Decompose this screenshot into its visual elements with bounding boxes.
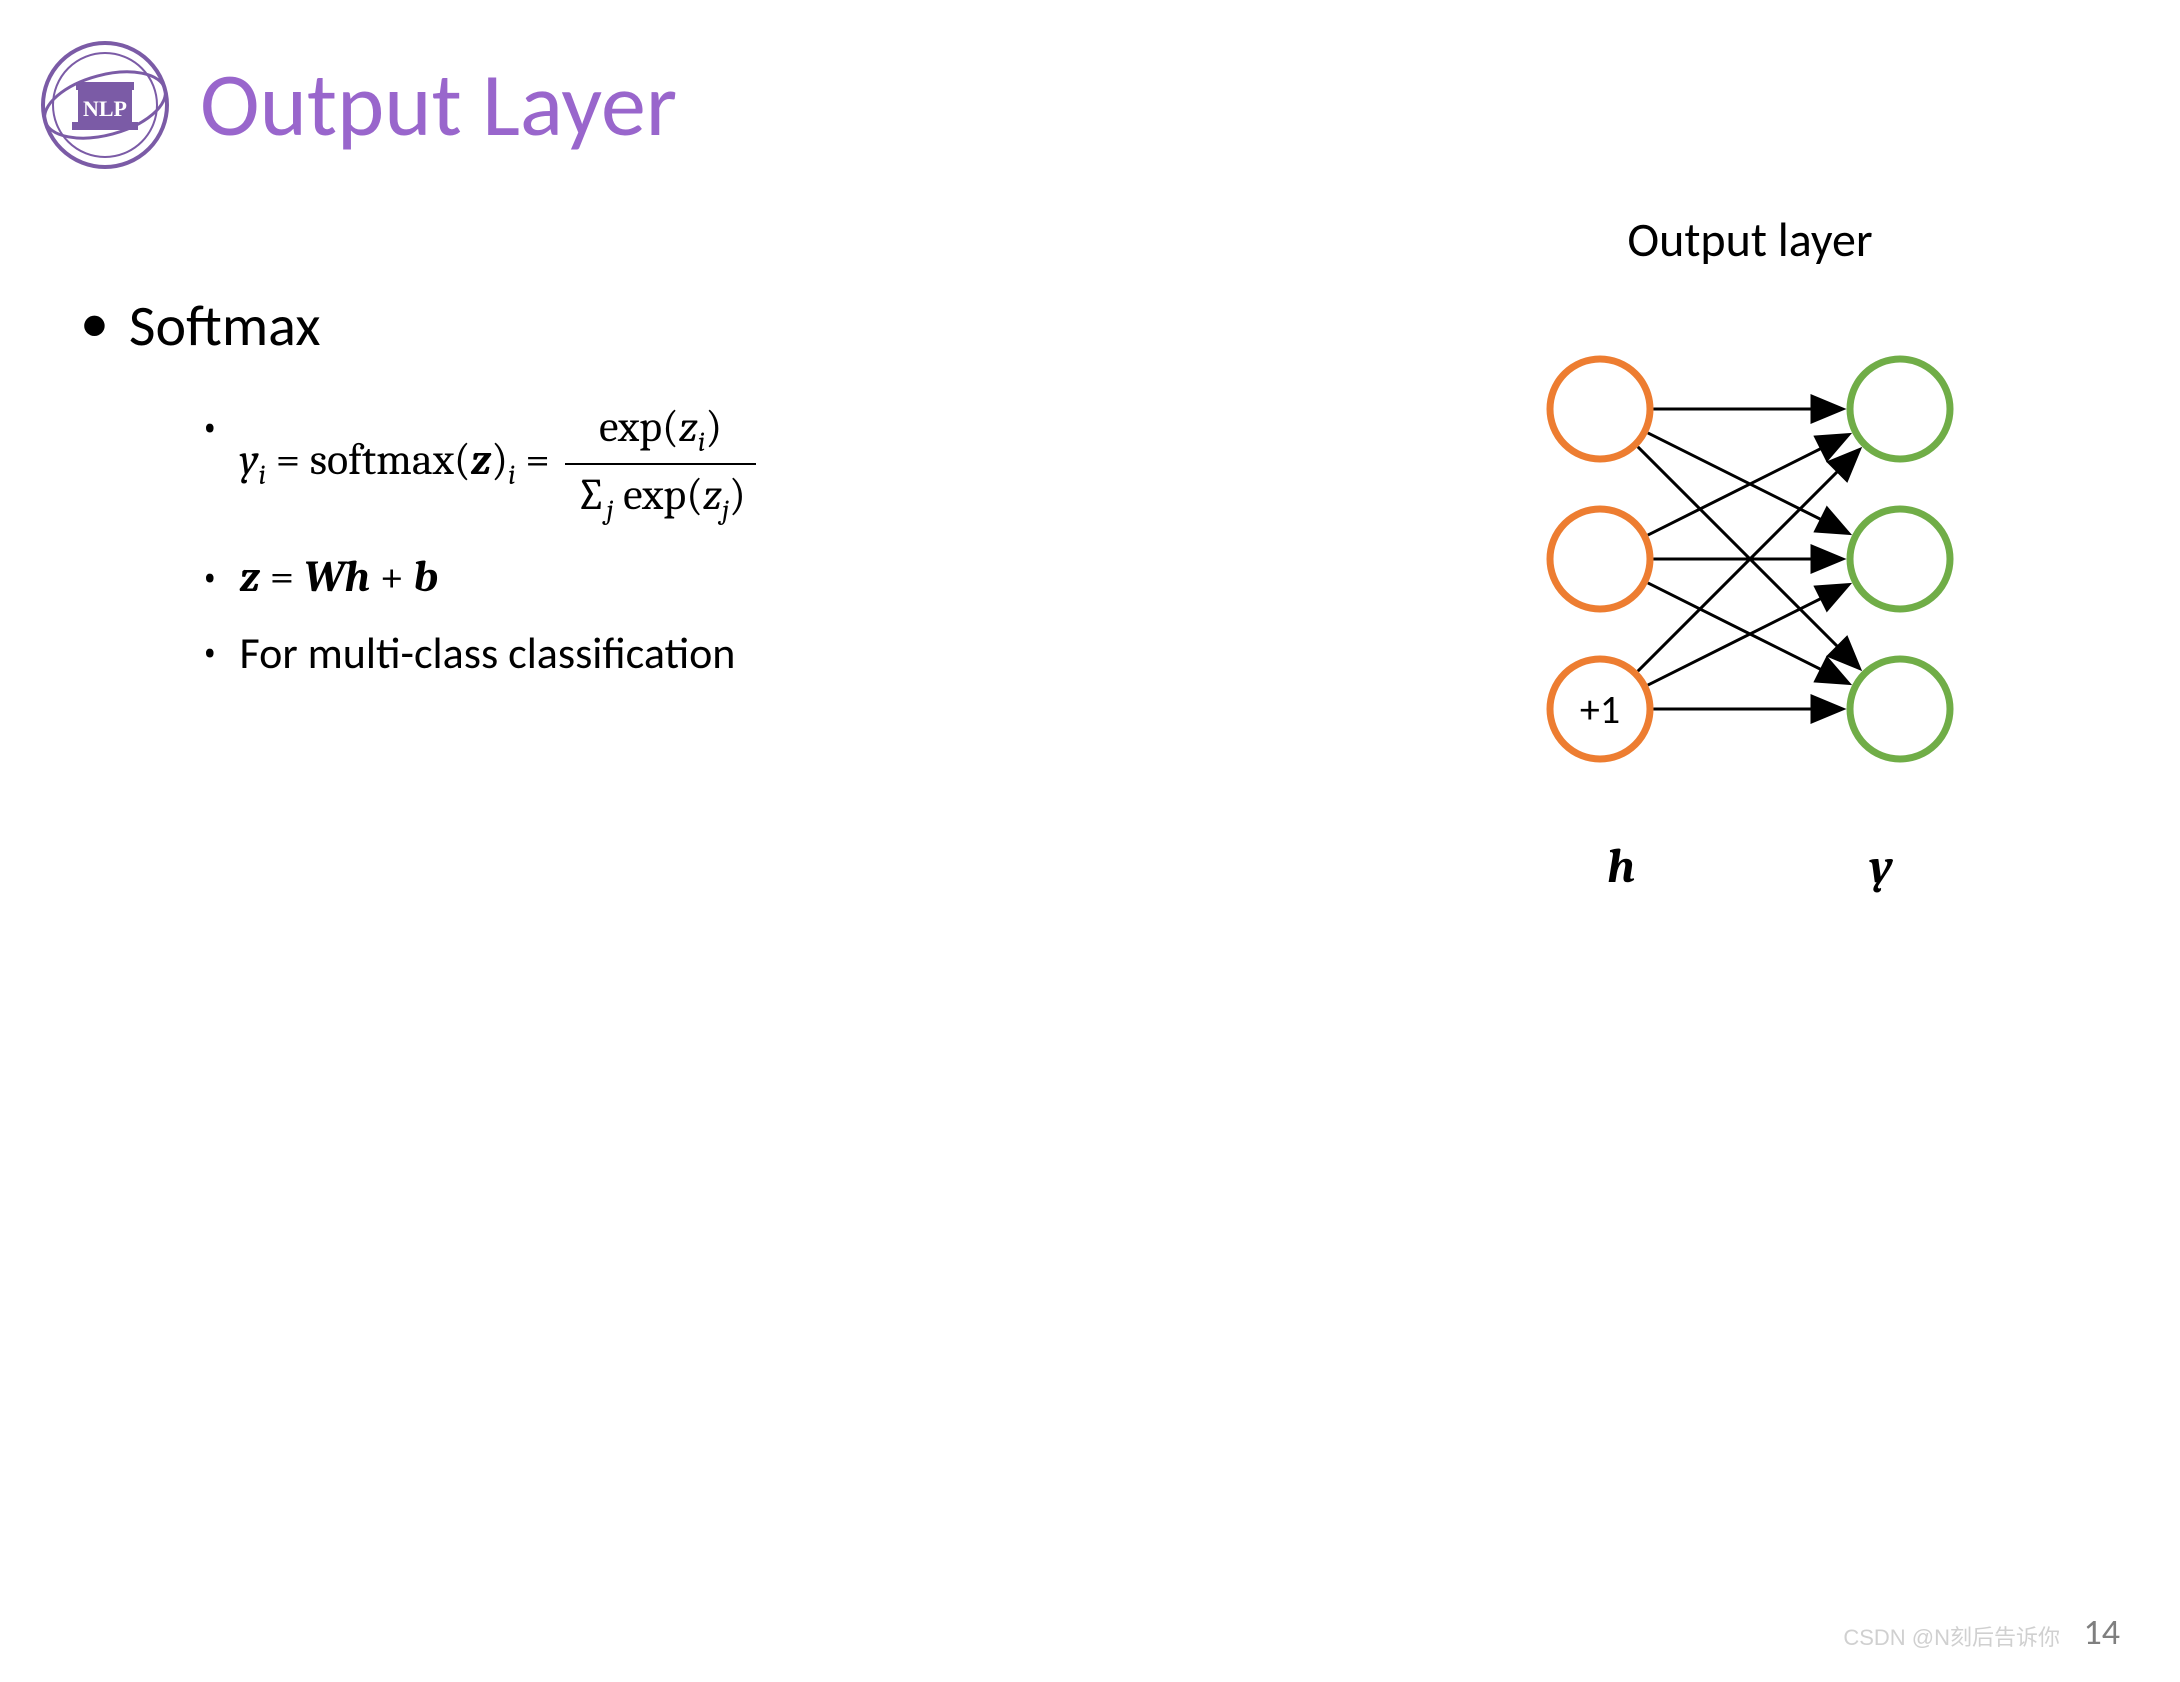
nn-svg: +1 (1480, 339, 2020, 779)
output-node (1850, 509, 1950, 609)
hidden-node (1550, 359, 1650, 459)
output-node (1850, 659, 1950, 759)
hidden-node (1550, 509, 1650, 609)
bullet-multiclass-text: For multi-class classification (240, 626, 736, 680)
label-y: y (1869, 839, 1893, 894)
edge (1648, 433, 1847, 532)
network-diagram: Output layer +1 h y (1430, 210, 2070, 894)
slide-title: Output Layer (200, 50, 677, 160)
output-node (1850, 359, 1950, 459)
page-number: 14 (2084, 1610, 2121, 1654)
bullet-l1-text: Softmax (129, 290, 321, 361)
watermark: CSDN @N刻后告诉你 (1843, 1620, 2060, 1652)
edge (1648, 586, 1847, 685)
bias-label: +1 (1580, 685, 1620, 734)
nlp-logo: NLP (40, 40, 170, 170)
diagram-title: Output layer (1430, 210, 2070, 269)
svg-text:NLP: NLP (83, 96, 127, 121)
slide-header: NLP Output Layer (0, 0, 2180, 190)
layer-labels: h y (1430, 839, 2070, 894)
slide-content: Softmax yi = softmax(z)i = exp(zi) ∑j ex… (0, 190, 2180, 680)
formula2-text: z = Wh + b (240, 551, 439, 602)
formula1-text: yi = softmax(z)i = exp(zi) ∑j exp(zj) (240, 401, 762, 527)
label-h: h (1607, 839, 1635, 894)
